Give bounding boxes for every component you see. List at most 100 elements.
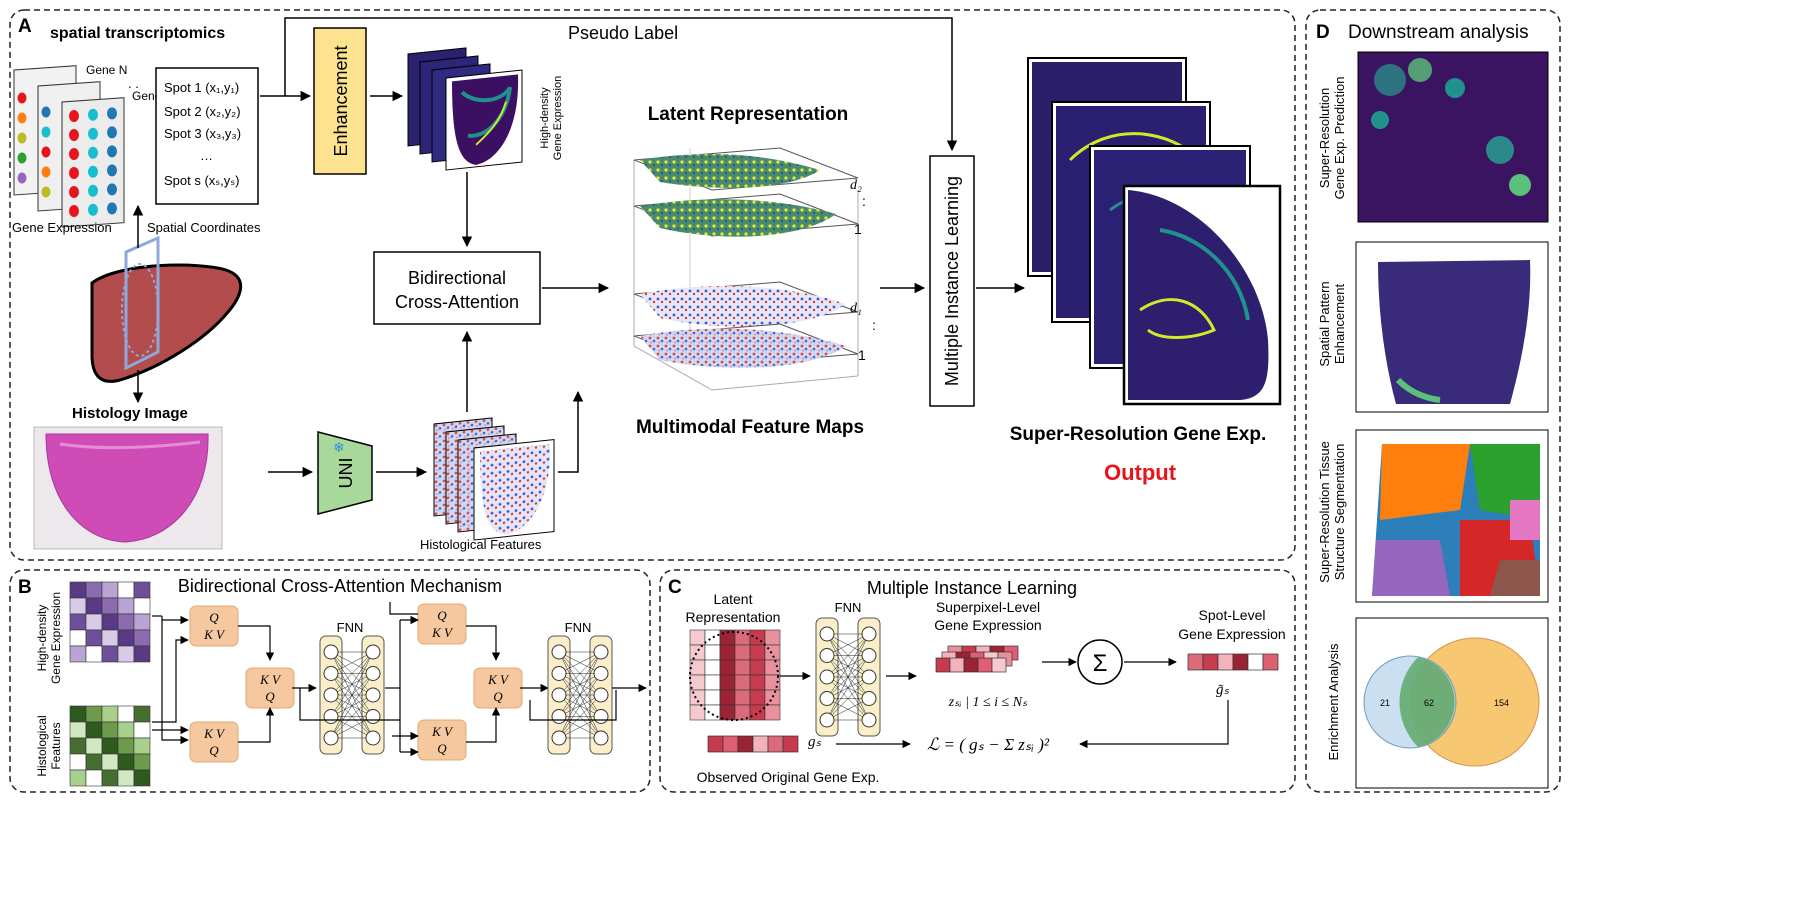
svg-text:Q: Q: [493, 689, 503, 704]
b-fnn1-label: FNN: [337, 620, 364, 635]
svg-text:Q: Q: [437, 608, 447, 623]
panel-d-title: Downstream analysis: [1348, 22, 1529, 43]
svg-text:K V: K V: [203, 726, 226, 741]
mil-label: Multiple Instance Learning: [942, 176, 962, 386]
histology-slide: [33, 426, 223, 550]
venn-left-count: 21: [1380, 698, 1390, 708]
c-spot-label-2: Gene Expression: [1178, 626, 1285, 642]
venn-right-count: 154: [1494, 698, 1509, 708]
panel-a-letter: A: [18, 16, 32, 37]
panel-b: B Bidirectional Cross-Attention Mechanis…: [9, 569, 651, 793]
latent-layers: [633, 147, 859, 391]
bca-box: [373, 251, 541, 325]
gene-expression-label: Gene Expression: [12, 220, 112, 235]
c-g-tilde: g̃ₛ: [1216, 682, 1230, 698]
venn-diagram: [1363, 637, 1540, 767]
svg-text:K V: K V: [431, 724, 454, 739]
c-observed-vector: [707, 735, 799, 753]
c-fnn: [815, 617, 881, 737]
panel-c-letter: C: [668, 577, 682, 598]
output-label: Output: [1104, 460, 1177, 485]
multimodal-feature-maps-title: Multimodal Feature Maps: [636, 417, 864, 438]
svg-text:K V: K V: [203, 627, 226, 642]
high-density-stack: [407, 47, 523, 171]
spot-ellipsis: …: [200, 148, 213, 163]
one-label-bottom: 1: [858, 347, 866, 363]
pseudo-label: Pseudo Label: [568, 23, 678, 43]
d-sr-prediction-blobs: [1371, 58, 1531, 196]
svg-text:Q: Q: [209, 743, 219, 758]
sr-output-stack: [1027, 57, 1282, 406]
spot-2: Spot 2 (x₂,y₂): [164, 104, 241, 119]
c-spot-label-1: Spot-Level: [1199, 607, 1266, 623]
venn-overlap: [1399, 657, 1455, 747]
b-hd-label-1: High-density: [35, 605, 49, 672]
d-label-3a: Super-Resolution Tissue: [1317, 441, 1332, 583]
enhancement-label: Enhancement: [331, 45, 351, 156]
panel-c: C Multiple Instance Learning Latent Repr…: [659, 569, 1296, 793]
spots-box: [155, 67, 259, 205]
uni-encoder: [317, 431, 373, 515]
c-z-label: zₛᵢ | 1 ≤ i ≤ Nₛ: [948, 695, 1028, 710]
panel-d-border: [1305, 9, 1561, 793]
c-latent-matrix: [689, 629, 781, 721]
b-histological-matrix: [69, 705, 151, 787]
b-hf-label-2: Features: [49, 722, 63, 769]
spatial-coordinates-label: Spatial Coordinates: [147, 220, 261, 235]
one-label-top: 1: [854, 221, 862, 237]
panel-d: D Downstream analysis Super-Resolution G…: [1305, 9, 1561, 793]
uni-label: UNI: [336, 458, 356, 489]
b-qkv-blocks: Q K V K V Q K V Q Q K V K V Q K V Q: [189, 603, 523, 763]
bca-label-2: Cross-Attention: [395, 292, 519, 312]
st-title: spatial transcriptomics: [50, 25, 225, 42]
features-to-multimodal-arrow: [558, 390, 584, 473]
dots-label: . .: [128, 76, 139, 91]
bca-label-1: Bidirectional: [408, 268, 506, 288]
c-latent-label-2: Representation: [686, 609, 781, 625]
b-fnn2-label: FNN: [565, 620, 592, 635]
c-loss-formula: ℒ = ( gₛ − Σ zₛᵢ )²: [927, 735, 1050, 754]
b-hf-to-kv1-arrow: [152, 635, 189, 723]
b-high-density-matrix: [69, 581, 151, 663]
d-spatial-pattern-image: [1378, 260, 1531, 404]
svg-text:Q: Q: [437, 741, 447, 756]
vdots-bottom: :: [872, 317, 876, 333]
b-hf-label-1: Histological: [35, 715, 49, 776]
histological-feature-stack: [433, 417, 555, 541]
svg-text:K V: K V: [431, 625, 454, 640]
vdots-top: :: [862, 193, 866, 209]
svg-text:Q: Q: [209, 610, 219, 625]
high-density-label-1: High-density: [539, 87, 551, 149]
c-observed-label: Observed Original Gene Exp.: [697, 769, 880, 785]
venn-overlap-count: 62: [1424, 698, 1434, 708]
pseudo-label-path: [284, 17, 958, 152]
panel-d-letter: D: [1316, 22, 1330, 43]
d-label-1a: Super-Resolution: [1317, 88, 1332, 188]
b-hd-to-kv2-arrow: [161, 616, 189, 745]
gene-n-label: Gene N: [86, 63, 127, 77]
c-fnn-label: FNN: [835, 600, 862, 615]
panel-a-border: [9, 9, 1296, 561]
histological-features-label: Histological Features: [420, 537, 542, 552]
panel-b-title: Bidirectional Cross-Attention Mechanism: [178, 576, 502, 596]
c-superpixel-label-2: Gene Expression: [934, 617, 1041, 633]
spot-1: Spot 1 (x₁,y₁): [164, 80, 239, 95]
c-g-s: gₛ: [808, 734, 822, 750]
d-label-4: Enrichment Analysis: [1326, 643, 1341, 761]
svg-text:K V: K V: [487, 672, 510, 687]
c-superpixel-label-1: Superpixel-Level: [936, 599, 1040, 615]
snowflake-icon: ❄: [333, 439, 345, 455]
sr-gene-exp-title: Super-Resolution Gene Exp.: [1010, 424, 1267, 445]
panel-a: A spatial transcriptomics Gene N . . Gen…: [9, 9, 1296, 561]
c-spot-circle: [689, 631, 779, 721]
c-spot-vector: [1187, 653, 1279, 671]
b-fnn2: [547, 635, 613, 755]
spot-s: Spot s (xₛ,yₛ): [164, 173, 239, 188]
enhancement-box: [313, 27, 367, 175]
panel-b-letter: B: [18, 577, 32, 598]
b-hd-label-2: Gene Expression: [49, 592, 63, 684]
d-segmentation-image: [1372, 444, 1540, 596]
panel-b-border: [9, 569, 651, 793]
d1-label: d₁: [850, 301, 862, 316]
mil-box: [929, 155, 975, 407]
